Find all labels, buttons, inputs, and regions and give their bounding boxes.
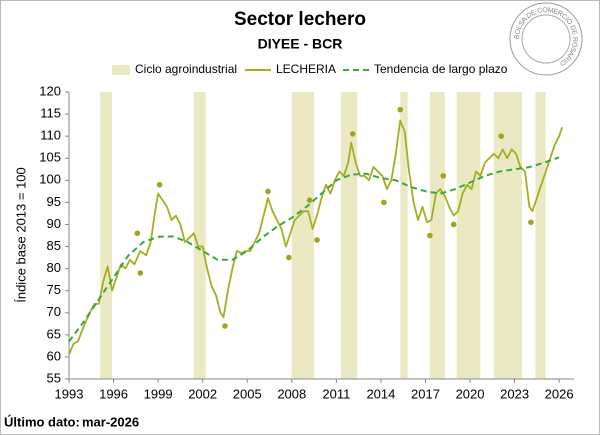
y-tick-label: 85	[47, 238, 61, 253]
footnote-label: Último dato:	[4, 414, 80, 429]
y-tick-label: 105	[39, 150, 61, 165]
extreme-point	[134, 230, 141, 237]
y-tick-label: 75	[47, 282, 61, 297]
extreme-point	[397, 106, 404, 113]
x-tick-label: 2023	[500, 386, 529, 401]
extreme-point	[440, 173, 447, 179]
cycle-band	[193, 92, 206, 379]
x-tick-label: 2017	[411, 386, 440, 401]
extreme-point	[381, 199, 387, 206]
x-tick-label: 2008	[277, 386, 306, 401]
x-tick-label: 2026	[545, 386, 574, 401]
y-tick-label: 95	[47, 194, 61, 209]
cycle-band	[400, 92, 408, 379]
cycle-band	[291, 92, 315, 379]
y-tick-label: 90	[47, 216, 61, 231]
extreme-point	[306, 197, 313, 203]
extreme-point	[498, 133, 505, 139]
trend-line	[68, 156, 560, 343]
extreme-point	[349, 131, 356, 137]
extreme-point	[427, 232, 433, 239]
logo-ring	[509, 2, 583, 76]
extreme-point	[450, 221, 457, 228]
cycle-band	[100, 92, 113, 379]
x-tick-label: 2002	[188, 386, 217, 401]
extreme-point	[528, 219, 534, 226]
y-tick-label: 70	[47, 304, 61, 319]
x-tick-label: 2005	[233, 386, 262, 401]
y-tick-label: 100	[39, 172, 61, 187]
extreme-point	[314, 237, 320, 243]
chart-title: Sector lechero	[234, 9, 366, 30]
legend-label: LECHERIA	[276, 62, 336, 76]
y-tick-label: 65	[47, 326, 61, 341]
legend-label: Ciclo agroindustrial	[135, 62, 237, 76]
extreme-point	[286, 254, 292, 261]
y-tick-label: 110	[40, 128, 61, 143]
legend-label: Tendencia de largo plazo	[374, 62, 508, 76]
extreme-point	[137, 270, 144, 276]
cycle-band	[456, 92, 481, 379]
y-tick-label: 80	[47, 260, 61, 275]
x-tick-label: 2014	[366, 386, 395, 401]
x-tick-label: 1999	[144, 386, 173, 401]
logo-inner	[521, 14, 571, 64]
cycle-band	[429, 92, 445, 379]
y-tick-label: 55	[47, 370, 61, 385]
cycle-band	[493, 92, 523, 379]
data-line	[68, 119, 563, 356]
x-tick-label: 1996	[99, 386, 128, 401]
cycle-band	[535, 92, 546, 379]
x-tick-label: 2020	[456, 386, 485, 401]
extreme-point	[222, 323, 228, 329]
y-axis-label: Índice base 2013 = 100	[13, 167, 28, 303]
extreme-point	[265, 188, 271, 195]
x-tick-label: 2011	[322, 386, 350, 401]
legend-swatch	[112, 65, 130, 75]
chart-subtitle: DIYEE - BCR	[258, 36, 343, 52]
x-tick-label: 1993	[55, 386, 84, 401]
footnote-value: mar-2026	[82, 414, 139, 429]
cycle-band	[340, 92, 358, 379]
y-tick-label: 120	[39, 83, 61, 98]
y-tick-label: 115	[40, 106, 61, 121]
extreme-point	[156, 181, 163, 188]
y-tick-label: 60	[47, 348, 61, 363]
